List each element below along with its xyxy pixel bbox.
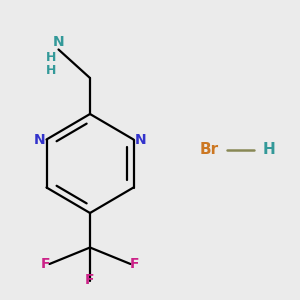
Text: F: F <box>85 274 95 287</box>
Text: H: H <box>46 64 56 77</box>
Text: H: H <box>262 142 275 158</box>
Text: Br: Br <box>200 142 219 158</box>
Text: F: F <box>129 257 139 271</box>
Text: F: F <box>41 257 51 271</box>
Text: N: N <box>53 35 64 49</box>
Text: H: H <box>46 50 56 64</box>
Text: N: N <box>134 133 146 146</box>
Text: N: N <box>34 133 46 146</box>
